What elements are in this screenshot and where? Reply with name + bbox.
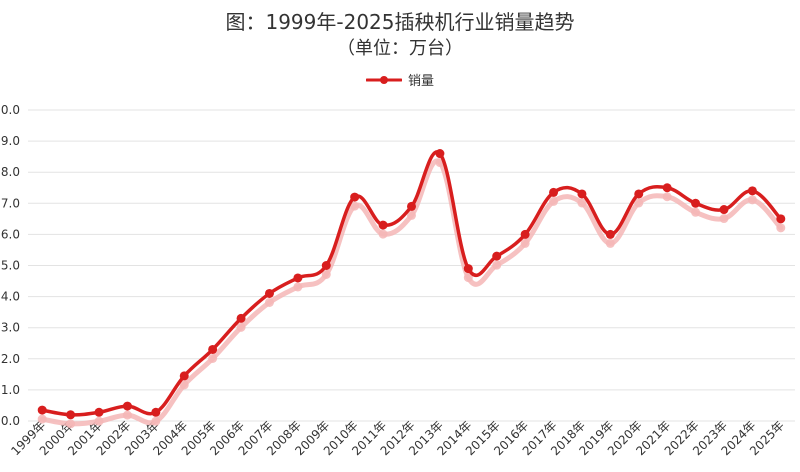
series-shadow-point: [378, 229, 388, 239]
data-point: [66, 410, 76, 420]
data-point: [492, 251, 502, 261]
y-tick-label: 1.0: [1, 383, 20, 397]
series-shadow-point: [236, 322, 246, 332]
series-shadow-point: [662, 192, 672, 202]
data-point: [662, 183, 672, 193]
data-point: [179, 371, 189, 381]
data-point: [691, 198, 701, 208]
chart-title: 图：1999年-2025插秧机行业销量趋势: [225, 10, 575, 34]
series-shadow-point: [122, 410, 132, 420]
data-point: [208, 344, 218, 354]
y-tick-label: 3.0: [1, 321, 20, 335]
data-point: [378, 220, 388, 230]
data-point: [463, 264, 473, 274]
series-shadow-point: [179, 380, 189, 390]
legend-line-marker-icon: [365, 75, 402, 84]
y-tick-label: 0.0: [1, 414, 20, 428]
data-point: [549, 187, 559, 197]
data-point: [293, 273, 303, 283]
y-tick-label: 9.0: [1, 134, 20, 148]
data-point: [236, 313, 246, 323]
y-tick-label: 8.0: [1, 165, 20, 179]
series-shadow-point: [321, 270, 331, 279]
data-point: [776, 214, 786, 224]
y-tick-label: 5.0: [1, 259, 20, 273]
data-point: [151, 407, 161, 417]
data-point: [435, 149, 445, 159]
data-point: [747, 186, 757, 196]
y-tick-label: 4.0: [1, 290, 20, 304]
series-shadow-point: [492, 260, 502, 270]
series-shadow-point: [719, 214, 729, 224]
series-shadow-point: [264, 297, 274, 307]
series-shadow-point: [94, 416, 104, 426]
data-point: [122, 401, 132, 411]
series-shadow-point: [691, 207, 701, 217]
series-shadow-point: [634, 198, 644, 208]
y-tick-label: 2.0: [1, 352, 20, 366]
data-point: [520, 229, 530, 239]
y-tick-label: 6.0: [1, 227, 20, 241]
data-point: [719, 205, 729, 215]
series-shadow-point: [605, 238, 615, 248]
legend-label: 销量: [407, 74, 434, 89]
data-point: [321, 261, 331, 270]
series-shadow-point: [549, 196, 559, 206]
series-shadow-point: [463, 273, 473, 283]
series-line: [40, 150, 783, 417]
series-shadow-point: [37, 414, 47, 424]
series-shadow-point: [520, 238, 530, 248]
chart-subtitle: （单位：万台）: [337, 38, 463, 59]
data-point: [350, 192, 360, 202]
series-shadow-point: [747, 195, 757, 205]
data-point: [577, 189, 587, 199]
series-shadow-point: [208, 353, 218, 363]
series-shadow-point: [350, 201, 360, 211]
data-point: [264, 288, 274, 298]
series-shadow-point: [776, 223, 786, 233]
y-tick-label: 10.0: [0, 103, 20, 117]
legend[interactable]: 销量: [0, 70, 800, 89]
series-shadow-point: [577, 198, 587, 208]
data-point: [634, 189, 644, 199]
series-shadow-line: [39, 158, 784, 427]
data-point: [94, 407, 104, 417]
data-point: [407, 201, 416, 211]
series-shadow-point: [66, 419, 76, 429]
data-point: [605, 229, 615, 239]
data-point: [37, 405, 47, 415]
series-shadow-point: [151, 416, 161, 426]
y-tick-label: 7.0: [1, 196, 20, 210]
series-shadow-point: [293, 282, 303, 292]
series-shadow-point: [407, 210, 416, 220]
